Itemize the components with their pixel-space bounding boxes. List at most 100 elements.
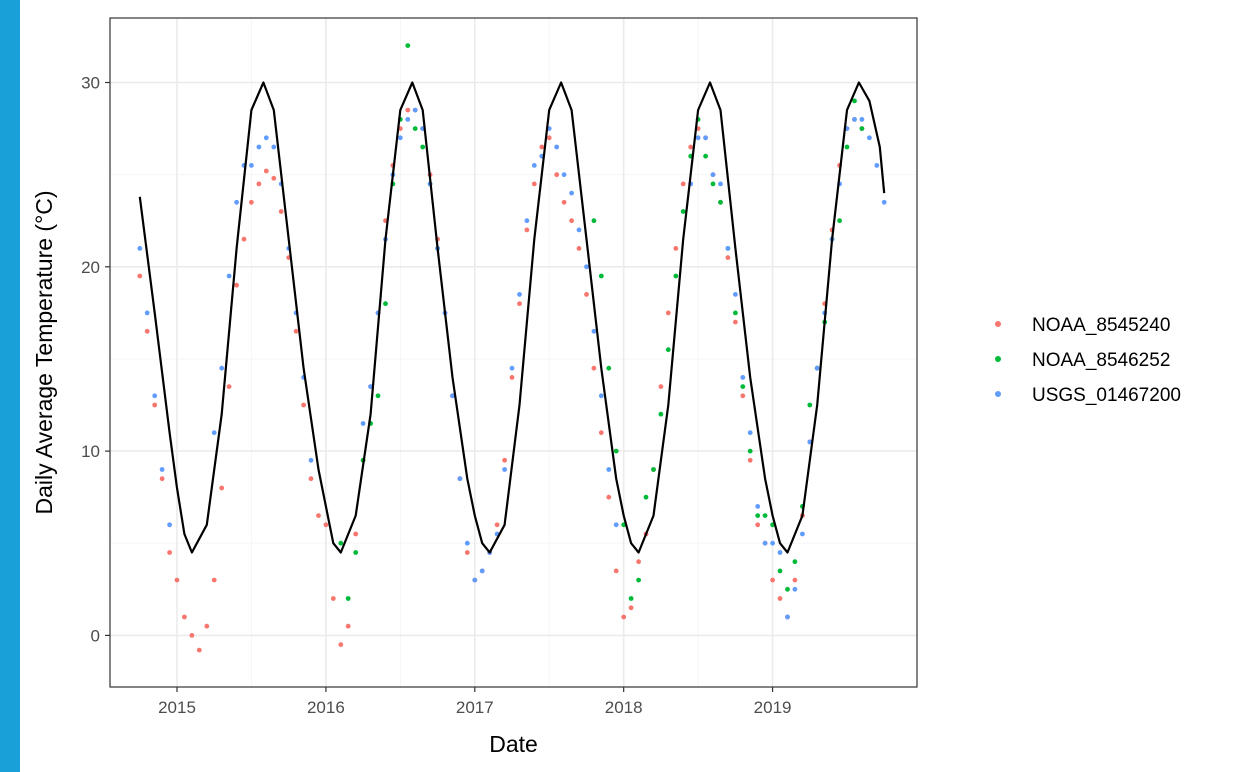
- data-point-series-2: [606, 365, 612, 371]
- data-point-series-2: [792, 559, 798, 565]
- data-point-series-1: [464, 550, 470, 555]
- data-point-series-3: [598, 393, 604, 399]
- data-point-series-2: [651, 467, 656, 472]
- data-point-series-1: [665, 310, 671, 316]
- data-point-series-1: [569, 218, 574, 224]
- data-point-series-2: [807, 402, 813, 408]
- data-point-series-3: [859, 117, 865, 122]
- data-point-series-1: [770, 577, 775, 583]
- data-point-series-2: [345, 596, 351, 601]
- data-point-series-1: [293, 328, 299, 334]
- data-point-series-3: [777, 550, 783, 555]
- data-point-series-1: [152, 402, 158, 408]
- data-point-series-1: [777, 596, 783, 601]
- data-point-series-1: [308, 476, 314, 482]
- data-point-series-3: [524, 218, 530, 224]
- data-point-series-3: [137, 246, 143, 251]
- data-point-series-1: [636, 559, 641, 565]
- data-point-series-1: [174, 577, 180, 583]
- data-point-series-3: [531, 163, 537, 168]
- data-point-series-3: [561, 172, 567, 178]
- data-point-series-3: [412, 107, 418, 113]
- data-point-series-1: [263, 168, 269, 174]
- data-point-series-1: [345, 623, 351, 629]
- data-point-series-3: [733, 292, 738, 297]
- data-point-series-1: [271, 175, 277, 181]
- data-point-series-3: [211, 430, 217, 436]
- data-point-series-3: [405, 117, 411, 122]
- data-point-series-2: [747, 448, 753, 454]
- data-point-series-3: [234, 199, 240, 205]
- data-point-series-3: [472, 577, 478, 583]
- grid-layer: [110, 18, 917, 687]
- data-point-series-1: [405, 107, 411, 113]
- data-point-series-3: [785, 614, 790, 620]
- data-point-series-3: [271, 144, 277, 150]
- data-point-series-3: [755, 504, 761, 509]
- data-point-series-3: [360, 421, 366, 426]
- data-point-series-1: [204, 623, 210, 629]
- y-axis-title: Daily Average Temperature (°C): [31, 190, 57, 514]
- data-point-series-3: [152, 393, 158, 399]
- data-point-series-1: [189, 633, 195, 638]
- data-point-series-1: [249, 199, 254, 205]
- legend-key-2: [995, 356, 1001, 362]
- data-point-series-1: [740, 393, 746, 399]
- data-point-series-2: [755, 513, 761, 518]
- data-point-series-3: [762, 540, 768, 546]
- data-point-series-2: [598, 273, 604, 279]
- data-point-series-3: [167, 522, 173, 528]
- data-point-series-3: [814, 365, 820, 371]
- data-point-series-1: [241, 236, 247, 242]
- data-point-series-3: [308, 457, 314, 463]
- data-point-series-3: [509, 365, 515, 371]
- data-point-series-2: [383, 301, 388, 307]
- data-point-series-1: [524, 227, 530, 233]
- data-point-series-2: [665, 347, 671, 353]
- data-point-series-2: [777, 568, 783, 574]
- data-point-series-2: [353, 550, 359, 555]
- data-point-series-1: [606, 494, 612, 500]
- x-tick-label: 2015: [158, 698, 196, 717]
- data-point-series-1: [167, 550, 173, 555]
- y-tick-label: 20: [81, 258, 100, 277]
- data-point-series-1: [353, 531, 359, 537]
- data-point-series-2: [733, 310, 738, 316]
- data-point-series-1: [159, 476, 165, 482]
- data-point-series-1: [733, 319, 738, 325]
- y-tick-label: 10: [81, 442, 100, 461]
- data-point-series-1: [509, 375, 515, 380]
- data-point-series-2: [420, 144, 426, 150]
- data-point-series-2: [591, 218, 597, 224]
- data-point-series-3: [703, 135, 708, 141]
- data-point-series-1: [144, 328, 150, 334]
- data-point-series-2: [844, 144, 850, 150]
- data-point-series-3: [747, 430, 753, 436]
- data-point-series-2: [643, 494, 649, 500]
- data-point-series-2: [680, 209, 686, 214]
- data-point-series-2: [628, 596, 634, 601]
- data-point-series-3: [226, 273, 232, 279]
- data-point-series-3: [606, 467, 612, 472]
- data-point-series-1: [531, 181, 537, 187]
- data-point-series-1: [621, 614, 627, 620]
- data-point-series-1: [613, 568, 619, 574]
- data-point-series-3: [740, 375, 746, 380]
- x-tick-label: 2017: [456, 698, 494, 717]
- data-point-series-3: [718, 181, 723, 187]
- data-point-series-1: [561, 199, 567, 205]
- data-point-series-1: [219, 485, 225, 491]
- data-point-series-1: [725, 255, 731, 260]
- x-tick-label: 2018: [605, 698, 643, 717]
- data-point-series-3: [569, 190, 574, 196]
- y-tick-label: 0: [91, 626, 100, 645]
- data-point-series-3: [591, 328, 597, 334]
- legend-key-1: [995, 321, 1001, 327]
- data-point-series-3: [867, 135, 872, 141]
- data-point-series-1: [494, 522, 500, 528]
- data-point-series-3: [770, 540, 775, 546]
- data-point-series-3: [874, 163, 880, 168]
- data-point-series-3: [479, 568, 485, 574]
- data-point-series-2: [338, 540, 344, 546]
- legend-label-2: NOAA_8546252: [1032, 350, 1170, 371]
